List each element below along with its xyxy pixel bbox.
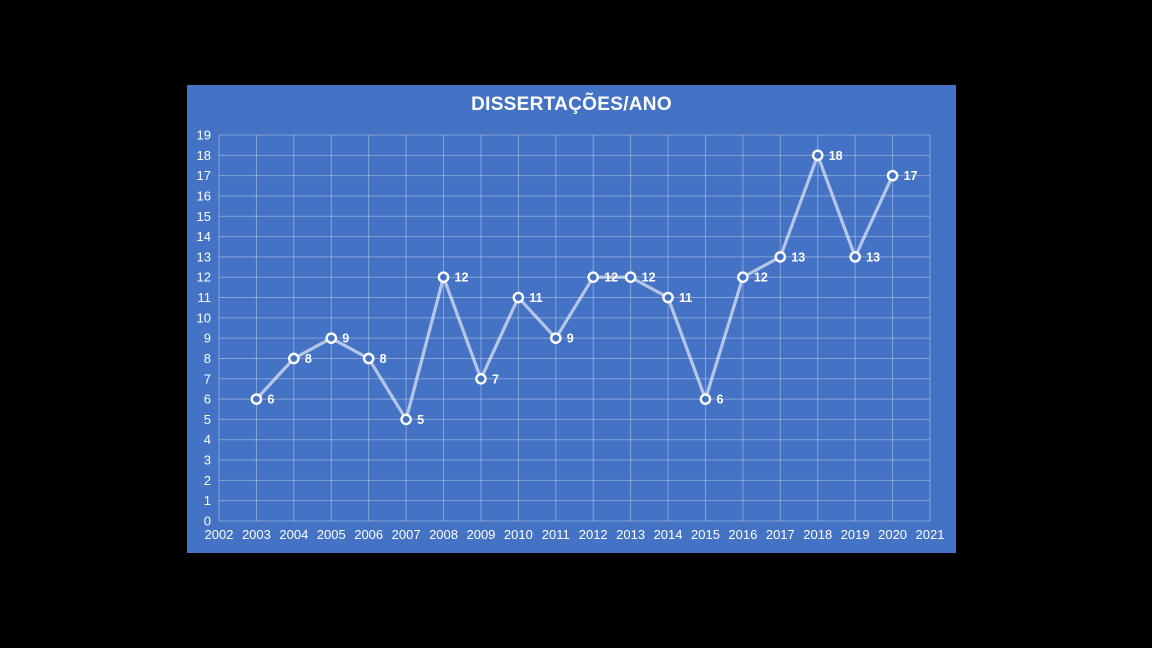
x-axis-tick-label: 2016 — [728, 527, 757, 542]
data-point-marker — [662, 291, 674, 304]
data-point-marker — [737, 271, 749, 284]
y-axis-tick-label: 18 — [197, 148, 211, 163]
horizontal-gridlines — [219, 134, 930, 522]
data-point-label: 13 — [791, 250, 805, 264]
data-point-marker — [288, 352, 300, 365]
data-point-marker — [362, 352, 375, 365]
x-axis-tick-label: 2004 — [279, 527, 308, 542]
x-axis-tick-label: 2011 — [542, 527, 570, 542]
data-point-label: 17 — [904, 169, 918, 183]
y-axis-tick-label: 12 — [197, 270, 211, 285]
y-axis-tick-label: 15 — [197, 209, 211, 224]
y-axis-tick-label: 16 — [197, 188, 211, 203]
data-point-label: 5 — [417, 413, 424, 427]
data-point-label: 6 — [267, 393, 274, 407]
y-axis-tick-label: 4 — [204, 432, 211, 447]
y-axis-tick-label: 9 — [204, 331, 211, 346]
x-axis-tick-label: 2003 — [242, 527, 271, 542]
x-axis-tick-label: 2010 — [504, 527, 533, 542]
x-axis-tick-label: 2006 — [354, 527, 383, 542]
data-point-marker — [512, 291, 525, 304]
x-axis-tick-label: 2009 — [466, 527, 495, 542]
y-axis-tick-label: 0 — [204, 514, 211, 529]
x-axis-tick-label: 2005 — [317, 527, 346, 542]
x-axis-tick-label: 2019 — [841, 527, 870, 542]
data-point-label: 9 — [567, 332, 574, 346]
x-axis-tick-label: 2013 — [616, 527, 645, 542]
x-axis-tick-label: 2021 — [916, 527, 945, 542]
y-axis-tick-label: 2 — [204, 473, 211, 488]
data-point-marker — [549, 332, 562, 344]
x-axis-tick-label: 2020 — [878, 527, 907, 542]
data-point-label: 12 — [754, 271, 768, 285]
y-axis-tick-label: 17 — [197, 168, 211, 183]
x-axis-tick-label: 2014 — [654, 527, 683, 542]
data-point-label: 13 — [866, 250, 880, 264]
data-point-marker — [624, 271, 637, 284]
y-axis-tick-label: 6 — [204, 392, 211, 407]
x-axis-labels: 2002 2003 2004 2005 2006 2007 2008 2009 2010 2011… — [205, 527, 945, 542]
data-point-label: 11 — [679, 291, 692, 305]
data-point-marker — [325, 332, 338, 344]
chart-title: DISSERTAÇÕES/ANO — [471, 94, 672, 115]
series-line — [254, 153, 895, 422]
data-point-marker — [774, 251, 787, 263]
data-points: 6 8 9 8 5 12 7 11 9 12 12 11 6 12 13 18 13 17 — [250, 149, 918, 427]
data-point-label: 9 — [342, 332, 349, 346]
data-point-marker — [849, 251, 861, 263]
x-axis-tick-label: 2015 — [691, 527, 720, 542]
data-point-marker — [475, 372, 487, 385]
x-axis-tick-label: 2012 — [579, 527, 608, 542]
y-axis-tick-label: 11 — [198, 290, 212, 305]
data-point-marker — [699, 393, 712, 405]
data-point-label: 12 — [455, 271, 469, 285]
data-point-label: 12 — [604, 271, 618, 285]
x-axis-tick-label: 2007 — [392, 527, 421, 542]
data-point-label: 12 — [642, 271, 656, 285]
y-axis-tick-label: 8 — [204, 351, 211, 366]
y-axis-tick-label: 7 — [204, 371, 211, 386]
data-point-marker — [400, 413, 412, 426]
data-point-label: 6 — [716, 393, 723, 407]
data-point-marker — [250, 393, 263, 405]
y-axis-tick-label: 5 — [204, 412, 211, 427]
chart-panel: DISSERTAÇÕES/ANO 0 1 2 3 4 5 6 7 8 9 10 11 12 13 14 15 1… — [187, 85, 956, 553]
data-point-label: 18 — [829, 149, 843, 163]
x-axis-tick-label: 2008 — [429, 527, 458, 542]
y-axis-tick-label: 14 — [197, 229, 211, 244]
data-point-label: 7 — [492, 372, 499, 386]
data-point-label: 8 — [305, 352, 312, 366]
y-axis-tick-label: 10 — [197, 310, 211, 325]
data-point-label: 8 — [380, 352, 387, 366]
x-axis-tick-label: 2002 — [205, 527, 234, 542]
data-point-marker — [886, 169, 899, 182]
data-point-marker — [587, 271, 600, 284]
data-point-marker — [437, 271, 450, 284]
data-point-label: 11 — [529, 291, 542, 305]
data-point-marker — [811, 149, 824, 162]
vertical-gridlines — [218, 135, 931, 521]
x-axis-tick-label: 2018 — [803, 527, 832, 542]
y-axis-tick-label: 1 — [204, 493, 211, 508]
y-axis-tick-label: 19 — [197, 128, 211, 143]
y-axis-tick-label: 13 — [197, 249, 211, 264]
y-axis-tick-label: 3 — [204, 453, 211, 468]
x-axis-tick-label: 2017 — [766, 527, 795, 542]
